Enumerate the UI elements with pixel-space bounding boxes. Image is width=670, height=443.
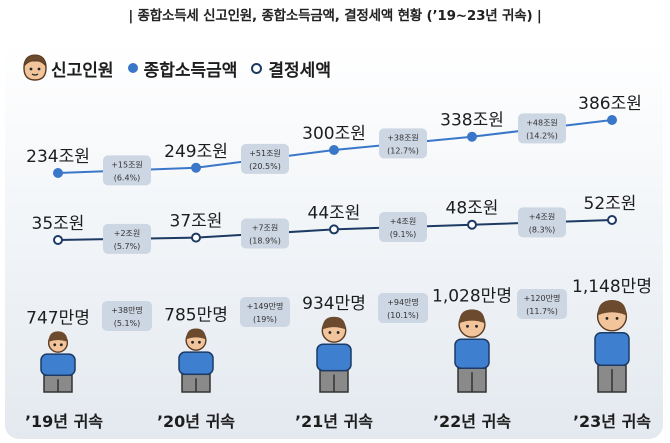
category-label: ’21년 귀속	[295, 412, 373, 431]
income-change-amount: +38조원	[387, 133, 419, 142]
person-eye	[59, 343, 63, 347]
income-change-amount: +15조원	[111, 160, 143, 169]
income-point	[191, 162, 201, 173]
person-shirt	[316, 343, 352, 372]
tax-change-amount: +4조원	[390, 217, 417, 226]
tax-change-box	[103, 223, 151, 254]
income-change-percent: (20.5%)	[249, 162, 281, 171]
filers-value-label: 1,148만명	[572, 277, 652, 297]
person-eye	[466, 324, 469, 328]
person-eye	[336, 331, 340, 334]
income-value-label: 338조원	[440, 111, 504, 131]
tax-point	[467, 219, 477, 230]
legend-label-income: 종합소득금액	[143, 60, 238, 81]
filers-value-label: 934만명	[302, 294, 366, 314]
income-value-label: 234조원	[26, 147, 90, 167]
tax-point	[607, 215, 617, 225]
person-hair	[322, 316, 346, 330]
person-eye	[191, 340, 194, 344]
income-value-label: 249조원	[164, 142, 228, 162]
income-change-percent: (12.7%)	[387, 146, 419, 155]
person-hair	[48, 331, 68, 342]
tax-marker-icon	[251, 62, 263, 74]
legend: 신고인원 종합소득금액 결정세액	[22, 54, 345, 82]
income-change-amount: +48조원	[526, 118, 558, 127]
income-change-amount: +51조원	[249, 149, 281, 158]
tax-change-amount: +7조원	[252, 224, 279, 233]
income-change-box	[103, 155, 151, 186]
person-hair	[186, 328, 206, 340]
person-eye	[475, 324, 478, 328]
legend-item-tax: 결정세액	[251, 56, 331, 81]
tax-change-amount: +4조원	[529, 212, 556, 221]
tax-value-label: 35조원	[32, 214, 85, 234]
category-label: ’23년 귀속	[573, 412, 651, 431]
tax-point	[191, 232, 201, 243]
filers-change-percent: (11.7%)	[526, 307, 558, 316]
filers-value-label: 747만명	[26, 308, 90, 328]
filers-change-percent: (5.1%)	[114, 319, 141, 328]
filers-change-percent: (19%)	[253, 315, 277, 324]
filers-change-amount: +149만명	[247, 301, 284, 311]
legend-label-filers: 신고인원	[51, 60, 114, 81]
income-change-percent: (6.4%)	[114, 173, 141, 182]
tax-change-percent: (18.9%)	[249, 237, 281, 246]
tax-value-label: 44조원	[308, 203, 361, 223]
income-point	[607, 115, 617, 125]
person-eye	[53, 343, 57, 347]
category-label: ’19년 귀속	[25, 412, 103, 431]
filers-value-label: 785만명	[164, 305, 228, 325]
person-eye	[328, 331, 332, 334]
income-point	[329, 144, 339, 155]
person-hair	[597, 300, 627, 316]
tax-value-label: 37조원	[170, 212, 223, 232]
legend-label-tax: 결정세액	[268, 60, 331, 81]
category-label: ’20년 귀속	[157, 412, 235, 431]
person-eye	[198, 340, 201, 344]
tax-change-box	[241, 218, 289, 249]
income-change-box	[241, 143, 289, 174]
income-point	[467, 131, 477, 142]
tax-change-box	[379, 212, 427, 243]
category-label: ’22년 귀속	[433, 412, 511, 431]
income-value-label: 386조원	[578, 94, 642, 114]
tax-point	[53, 235, 63, 245]
income-value-label: 300조원	[302, 124, 366, 144]
filers-change-percent: (10.1%)	[387, 311, 419, 320]
tax-change-percent: (5.7%)	[114, 242, 141, 251]
income-marker-icon	[127, 63, 138, 73]
person-eye	[615, 317, 619, 320]
filers-change-amount: +94만명	[387, 297, 419, 307]
person-shirt	[40, 353, 76, 377]
filers-change-amount: +38만명	[111, 305, 143, 315]
tax-change-amount: +2조원	[114, 229, 141, 238]
tax-point	[329, 224, 339, 235]
tax-change-percent: (8.3%)	[529, 225, 556, 234]
person-icon	[23, 54, 47, 81]
legend-item-filers: 신고인원	[22, 54, 114, 82]
filers-change-amount: +120만명	[524, 293, 561, 303]
filers-value-label: 1,028만명	[432, 286, 512, 306]
tax-change-percent: (9.1%)	[390, 230, 417, 239]
legend-item-income: 종합소득금액	[127, 56, 238, 81]
income-change-box	[518, 113, 566, 144]
person-shirt	[594, 332, 630, 366]
income-change-box	[379, 128, 427, 159]
tax-change-box	[518, 207, 566, 238]
person-shirt	[178, 351, 214, 376]
person-eye	[605, 317, 609, 320]
filers-change-box	[102, 301, 152, 331]
person-hair	[459, 309, 485, 324]
filers-change-box	[517, 289, 567, 319]
filers-change-box	[240, 297, 290, 327]
income-change-percent: (14.2%)	[526, 131, 558, 140]
tax-value-label: 48조원	[446, 199, 499, 219]
person-shirt	[454, 338, 490, 369]
income-point	[53, 168, 63, 178]
tax-value-label: 52조원	[584, 194, 637, 214]
filers-change-box	[378, 293, 428, 323]
chart-title: | 종합소득세 신고인원, 종합소득금액, 결정세액 현황 (’19~23년 귀…	[128, 8, 542, 24]
